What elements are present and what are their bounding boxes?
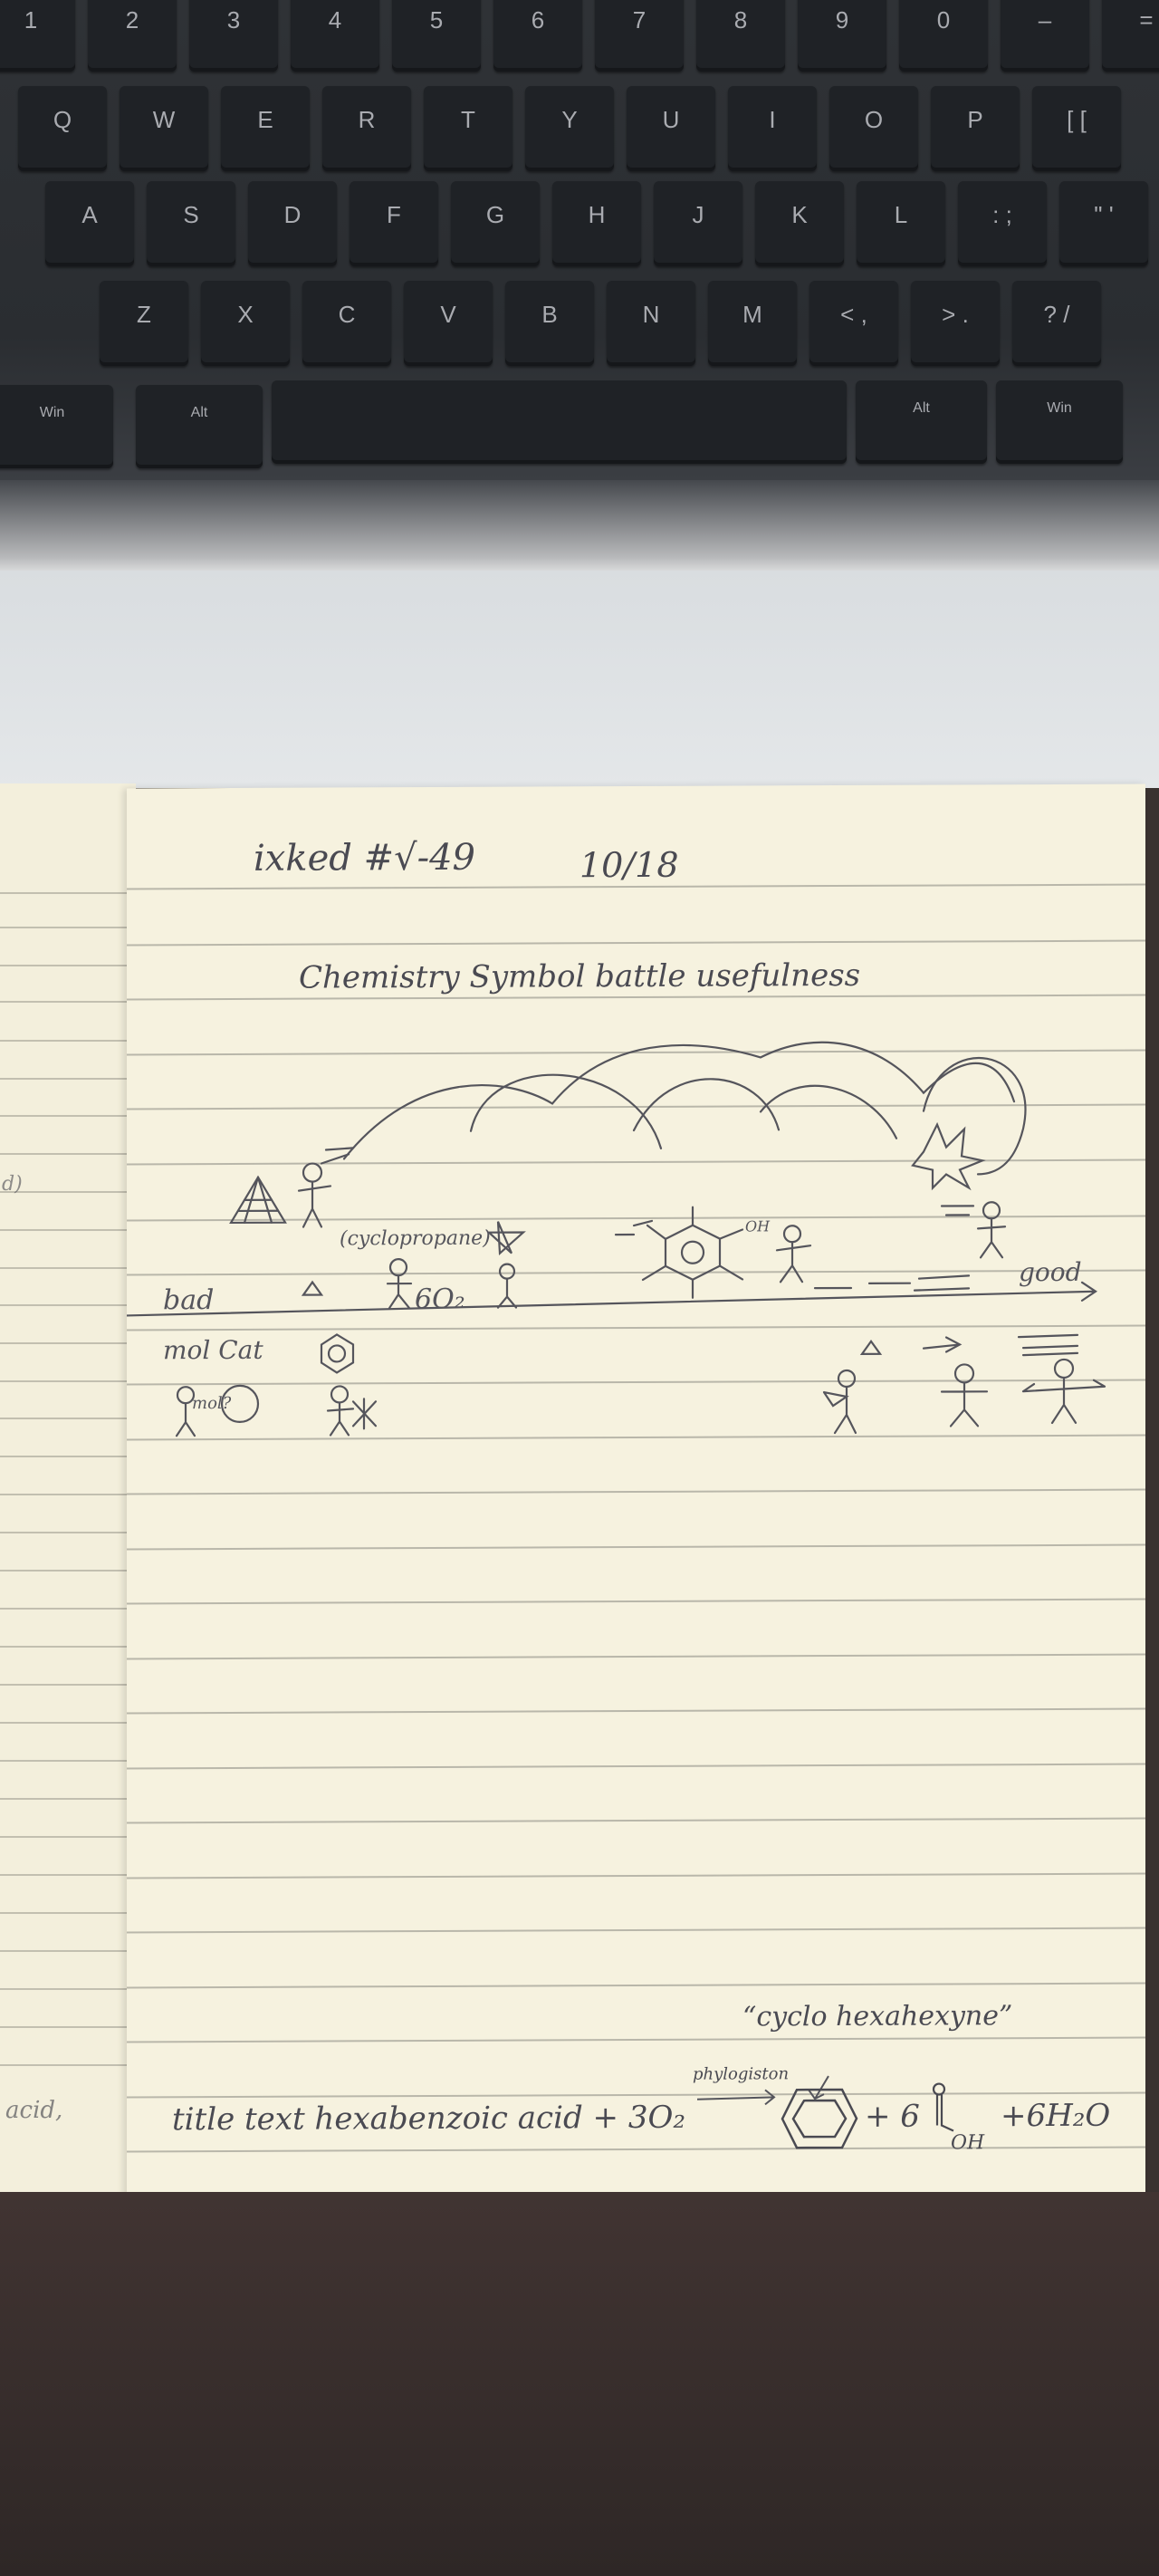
keyboard-key[interactable]: Y: [525, 86, 614, 171]
keyboard-key[interactable]: –: [1001, 0, 1089, 72]
keyboard-key[interactable]: 9: [798, 0, 886, 72]
keyboard-key[interactable]: K: [755, 181, 844, 266]
keyboard-key[interactable]: O: [829, 86, 918, 171]
stick-figure-icon: [775, 1225, 812, 1283]
keyboard-key[interactable]: > .: [911, 281, 1000, 366]
keyboard-key[interactable]: U: [627, 86, 715, 171]
keyboard-key[interactable]: 5: [392, 0, 481, 72]
stick-figure-icon: [1021, 1358, 1106, 1425]
keyboard-key[interactable]: Z: [100, 281, 188, 366]
keyboard-key[interactable]: " ': [1059, 181, 1148, 266]
keyboard-key[interactable]: ? /: [1012, 281, 1101, 366]
equation-right: +6H₂O: [1001, 2097, 1111, 2135]
keyboard-key[interactable]: 4: [291, 0, 379, 72]
key-alt-right[interactable]: Alt: [856, 380, 987, 464]
key-alt-left[interactable]: Alt: [136, 385, 263, 468]
keyboard-key[interactable]: J: [654, 181, 742, 266]
keyboard-key[interactable]: H: [552, 181, 641, 266]
keyboard-key[interactable]: A: [45, 181, 134, 266]
keyboard-key[interactable]: 1: [0, 0, 75, 72]
arc-trajectories: [342, 1041, 1027, 1176]
quote-cyclohexahexyne: “cyclo hexahexyne”: [742, 2000, 1013, 2033]
keyboard-key[interactable]: 3: [189, 0, 278, 72]
page-heading: Chemistry Symbol battle usefulness: [299, 956, 861, 996]
stick-figure-icon: [940, 1201, 1007, 1259]
sketch-drawing: (cyclopropane) 6O₂ OH bad g: [127, 1041, 1106, 1437]
stick-figure-icon: [386, 1258, 413, 1310]
keyboard-key[interactable]: G: [451, 181, 540, 266]
keyboard-key[interactable]: R: [322, 86, 411, 171]
keyboard-key[interactable]: 6: [493, 0, 582, 72]
keyboard-key[interactable]: S: [147, 181, 235, 266]
keyboard-key[interactable]: I: [728, 86, 817, 171]
left-page-text: d): [2, 1173, 23, 1196]
keyboard-key[interactable]: E: [221, 86, 310, 171]
desk-surface: [0, 571, 1159, 788]
hexagon-ring-icon: [781, 2088, 858, 2149]
stick-figure-icon: [175, 1384, 260, 1437]
bad-good-axis-arrow: [127, 1281, 1097, 1317]
sketch-label-6o2: 6O₂: [415, 1283, 465, 1315]
keyboard: 1 2 3 4 5 6 7 8 9 0– = Q W E R T Y U I O P[ [ A S D F G H J K L: ; " '…: [0, 0, 1159, 480]
keyboard-key[interactable]: V: [404, 281, 493, 366]
key-win-right[interactable]: Win: [996, 380, 1123, 464]
keyboard-key[interactable]: N: [607, 281, 695, 366]
sketch-label-good: good: [1019, 1257, 1082, 1287]
keyboard-key[interactable]: 2: [88, 0, 177, 72]
keyboard-key[interactable]: C: [302, 281, 391, 366]
carbonyl-sketch: [932, 2082, 954, 2132]
keyboard-key[interactable]: B: [505, 281, 594, 366]
keyboard-key[interactable]: 7: [595, 0, 684, 72]
key-space[interactable]: [272, 380, 847, 464]
explosion-icon: [911, 1121, 986, 1191]
small-triangle-icon: [859, 1339, 883, 1356]
sketch-label-mol-cat: mol Cat: [163, 1335, 263, 1365]
sketch-label-mol: mol?: [192, 1394, 232, 1413]
notebook-right-page: ixked #√-49 10/18 Chemistry Symbol battl…: [127, 783, 1145, 2202]
benzene-ring-icon: [320, 1333, 355, 1374]
triangle-stack-icon: [229, 1175, 287, 1225]
equation-oh-label: OH: [951, 2131, 985, 2155]
table-surface: [0, 2192, 1159, 2576]
key-win-left[interactable]: Win: [0, 385, 113, 468]
keyboard-key[interactable]: < ,: [809, 281, 898, 366]
keyboard-key[interactable]: : ;: [958, 181, 1047, 266]
stick-figure-icon: [326, 1385, 378, 1437]
keyboard-key[interactable]: X: [201, 281, 290, 366]
small-triangle-icon: [301, 1280, 324, 1296]
keyboard-key[interactable]: [ [: [1032, 86, 1121, 171]
keyboard-key[interactable]: M: [708, 281, 797, 366]
keyboard-key[interactable]: Q: [18, 86, 107, 171]
equation-left: title text hexabenzoic acid + 3O₂: [172, 2099, 685, 2139]
equation-right-coefficient: + 6: [865, 2098, 920, 2135]
stick-figure-icon: [940, 1363, 989, 1427]
page-header-title: ixked #√-49: [254, 836, 475, 879]
keyboard-key[interactable]: L: [857, 181, 945, 266]
star-burst-icon: [486, 1221, 526, 1309]
stick-figure-icon: [297, 1147, 355, 1228]
keyboard-key[interactable]: =: [1102, 0, 1159, 72]
keyboard-key[interactable]: P: [931, 86, 1020, 171]
stick-figure-icon: [822, 1369, 857, 1435]
keyboard-key[interactable]: T: [424, 86, 512, 171]
sketch-label-cyclopropane: (cyclopropane): [340, 1227, 491, 1251]
benzene-molecule-icon: [614, 1206, 744, 1299]
left-page-text: acid,: [5, 2097, 63, 2124]
sketch-label-oh: OH: [745, 1217, 771, 1235]
keyboard-key[interactable]: F: [350, 181, 438, 266]
keyboard-key[interactable]: W: [120, 86, 208, 171]
keyboard-key[interactable]: 8: [696, 0, 785, 72]
notebook-left-page: d) acid,: [0, 783, 136, 2196]
laptop-bezel: [0, 480, 1159, 571]
keyboard-key[interactable]: D: [248, 181, 337, 266]
page-header-date: 10/18: [580, 844, 679, 886]
keyboard-key[interactable]: 0: [899, 0, 988, 72]
phlogiston-arrow: [696, 2075, 829, 2106]
sketch-label-bad: bad: [163, 1284, 214, 1316]
